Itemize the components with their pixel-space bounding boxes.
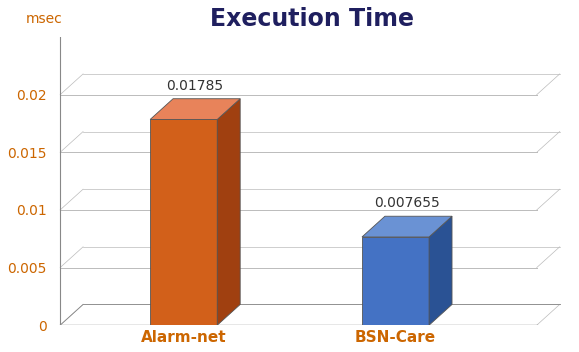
Text: msec: msec [25, 12, 62, 26]
Text: 0.01785: 0.01785 [167, 79, 223, 93]
Text: 0.007655: 0.007655 [374, 196, 440, 210]
Polygon shape [217, 99, 240, 325]
Polygon shape [150, 119, 217, 325]
Title: Execution Time: Execution Time [210, 7, 413, 31]
Polygon shape [362, 216, 452, 237]
Polygon shape [429, 216, 452, 325]
Polygon shape [150, 99, 240, 119]
Polygon shape [362, 237, 429, 325]
